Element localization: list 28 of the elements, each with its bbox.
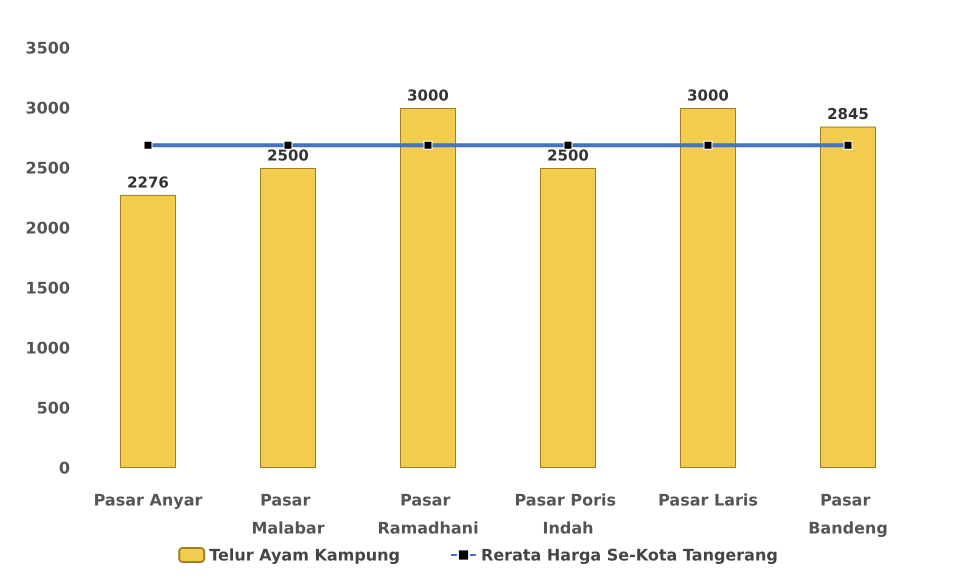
data-label: 3000 bbox=[687, 86, 729, 104]
bar bbox=[400, 108, 456, 468]
x-tick-label: Pasar Malabar bbox=[251, 490, 325, 538]
data-label: 2500 bbox=[267, 146, 309, 164]
y-tick-label: 2500 bbox=[25, 158, 70, 178]
x-tick-label: Pasar Ramadhani bbox=[377, 490, 479, 538]
data-label: 3000 bbox=[407, 86, 449, 104]
y-tick-label: 1000 bbox=[25, 338, 70, 358]
data-label: 2500 bbox=[547, 146, 589, 164]
bar bbox=[540, 168, 596, 468]
y-tick-label: 3000 bbox=[25, 98, 70, 118]
legend-label: Telur Ayam Kampung bbox=[209, 546, 400, 564]
x-tick-label: Pasar Bandeng bbox=[808, 490, 888, 538]
bar bbox=[680, 108, 736, 468]
bar bbox=[820, 126, 876, 468]
x-tick-label: Pasar Laris bbox=[658, 490, 758, 510]
bar bbox=[260, 168, 316, 468]
x-tick-label: Pasar Poris Indah bbox=[514, 490, 622, 538]
y-tick-label: 0 bbox=[58, 458, 70, 478]
y-tick-label: 2000 bbox=[25, 218, 70, 238]
y-tick-label: 500 bbox=[36, 398, 70, 418]
y-tick-label: 1500 bbox=[25, 278, 70, 298]
y-tick-label: 3500 bbox=[25, 38, 70, 58]
x-tick-label: Pasar Anyar bbox=[94, 490, 202, 510]
data-label: 2276 bbox=[127, 173, 169, 192]
bar bbox=[120, 194, 176, 468]
data-label: 2845 bbox=[827, 105, 869, 124]
legend-label: Rerata Harga Se-Kota Tangerang bbox=[481, 546, 778, 564]
